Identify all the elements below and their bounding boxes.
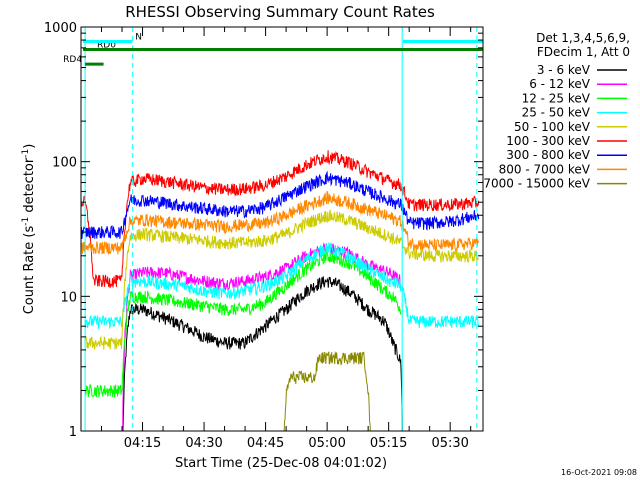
- legend-label-0: 3 - 6 keV: [537, 63, 591, 77]
- legend-label-4: 50 - 100 keV: [514, 120, 591, 134]
- y-tick-label-0: 1: [69, 425, 77, 440]
- series-line-1: [122, 242, 402, 431]
- legend-header-line-2: FDecim 1, Att 0: [537, 45, 630, 59]
- y-tick-label-2: 100: [52, 156, 77, 171]
- marker-label-2: N: [135, 33, 142, 43]
- legend-label-3: 25 - 50 keV: [522, 106, 591, 120]
- x-tick-label-1: 04:30: [185, 436, 222, 451]
- y-axis-label: Count Rate (s-1 detector-1): [21, 144, 37, 315]
- legend: Det 1,3,4,5,6,9, FDecim 1, Att 0 3 - 6 k…: [483, 31, 630, 191]
- series-line-8: [283, 351, 371, 431]
- series-line-7: [81, 190, 479, 255]
- marker-label-0: RD0: [97, 41, 116, 51]
- x-axis-label: Start Time (25-Dec-08 04:01:02): [175, 456, 387, 471]
- chart-title: RHESSI Observing Summary Count Rates: [125, 3, 435, 21]
- y-axis-label-end: ): [22, 144, 37, 149]
- y-axis-label-sup1: -1: [21, 217, 31, 226]
- legend-header-line-1: Det 1,3,4,5,6,9,: [536, 31, 630, 45]
- plot-frame: [80, 26, 484, 432]
- series-line-4: [84, 209, 479, 351]
- legend-label-2: 12 - 25 keV: [522, 91, 591, 105]
- legend-label-1: 6 - 12 keV: [529, 77, 591, 91]
- y-axis: 1 10 100 1000: [44, 21, 483, 440]
- y-tick-label-1: 10: [60, 290, 77, 305]
- y-axis-label-sup2: -1: [21, 149, 31, 158]
- legend-label-6: 300 - 800 keV: [506, 148, 590, 162]
- legend-label-8: 7000 - 15000 keV: [483, 177, 590, 191]
- x-tick-label-4: 05:15: [370, 436, 407, 451]
- y-axis-label-main: Count Rate (s: [22, 226, 37, 315]
- y-tick-label-3: 1000: [44, 21, 77, 36]
- legend-label-7: 800 - 7000 keV: [499, 162, 591, 176]
- x-tick-label-2: 04:45: [247, 436, 284, 451]
- marker-label-1: RD4: [63, 55, 82, 65]
- series-line-2: [84, 249, 402, 398]
- x-tick-label-0: 04:15: [124, 436, 161, 451]
- x-tick-label-3: 05:00: [308, 436, 345, 451]
- series-layer: [81, 150, 480, 431]
- x-axis: 04:15 04:30 04:45 05:00 05:15 05:30: [101, 27, 472, 451]
- marker-layer: RD0 RD4 N: [63, 27, 483, 431]
- series-line-5: [81, 150, 480, 288]
- series-line-0: [122, 276, 403, 431]
- x-tick-label-5: 05:30: [431, 436, 468, 451]
- series-line-6: [81, 170, 480, 239]
- legend-label-5: 100 - 300 keV: [506, 134, 590, 148]
- y-axis-label-mid: detector: [22, 157, 37, 217]
- footer-timestamp: 16-Oct-2021 09:08: [561, 468, 637, 477]
- series-line-3: [84, 242, 479, 331]
